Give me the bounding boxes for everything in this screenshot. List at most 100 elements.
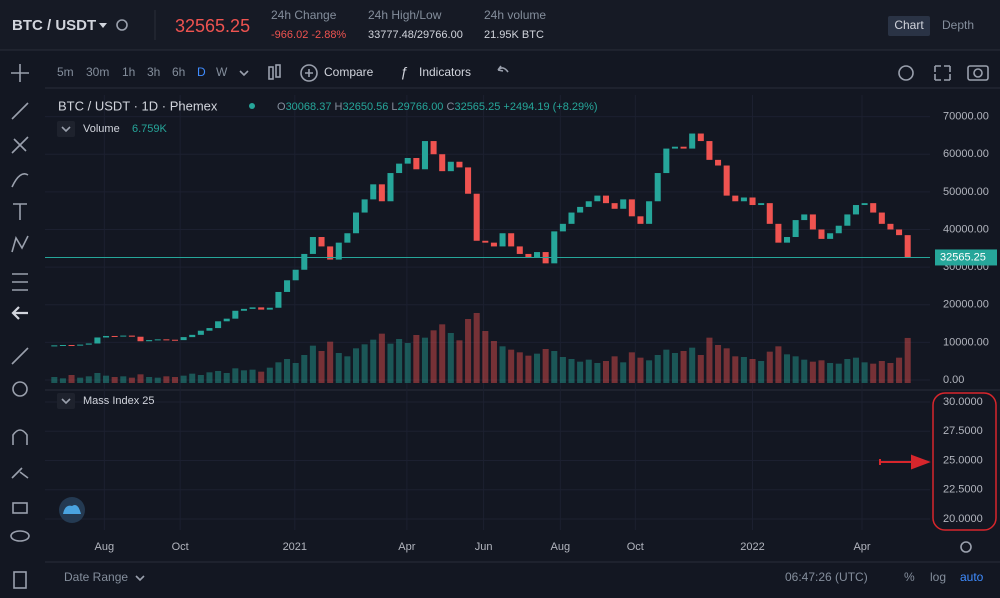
- candle-body: [809, 214, 816, 230]
- volume-bar: [534, 353, 541, 383]
- candle-body: [783, 237, 791, 243]
- last-price: 32565.25: [175, 16, 250, 36]
- candle-body: [387, 173, 394, 202]
- volume-bar: [120, 376, 127, 383]
- candle-body: [258, 307, 265, 310]
- back-tool[interactable]: [11, 306, 28, 320]
- interval[interactable]: 5m: [57, 65, 74, 79]
- candle-body: [689, 133, 696, 149]
- date-range[interactable]: Date Range: [64, 570, 128, 584]
- pattern-tool[interactable]: [11, 235, 29, 253]
- candle-body: [327, 246, 334, 260]
- candle-type-icon[interactable]: [268, 66, 274, 80]
- interval[interactable]: W: [216, 65, 228, 79]
- trendline-tool[interactable]: [11, 102, 29, 120]
- volume-bar: [327, 341, 334, 383]
- pair-dropdown[interactable]: [99, 23, 107, 28]
- volume-bar: [275, 362, 282, 383]
- volume-bar: [490, 341, 497, 383]
- fullscreen-icon[interactable]: [934, 65, 951, 81]
- indicators-button[interactable]: Indicators: [419, 65, 471, 79]
- volume-bar: [870, 363, 877, 383]
- delete-tool[interactable]: [13, 571, 27, 589]
- interval-dropdown[interactable]: [239, 70, 249, 77]
- candle-body: [516, 246, 523, 254]
- candle-body: [715, 159, 722, 166]
- magnet-tool[interactable]: [12, 429, 28, 445]
- candle-type-icon[interactable]: [275, 64, 281, 78]
- interval[interactable]: 1h: [122, 65, 135, 79]
- volume-bar: [577, 361, 584, 383]
- compare-icon[interactable]: [305, 69, 313, 77]
- prediction-tool[interactable]: [12, 273, 28, 291]
- volume-bar: [827, 363, 834, 383]
- pair[interactable]: BTC / USDT: [12, 17, 96, 34]
- candle-body: [396, 163, 403, 174]
- indicators-icon[interactable]: ƒ: [400, 64, 408, 80]
- chart-panes: 0.0010000.0020000.0030000.0040000.005000…: [45, 95, 1000, 553]
- volume-bar: [706, 337, 713, 383]
- scale-option[interactable]: %: [904, 570, 915, 584]
- settings-icon[interactable]: [898, 65, 914, 81]
- undo-icon[interactable]: [497, 65, 509, 73]
- interval-active[interactable]: D: [197, 65, 206, 79]
- candle-body: [628, 199, 635, 217]
- collapse-button[interactable]: [57, 121, 75, 137]
- scale-option[interactable]: log: [930, 570, 946, 584]
- brush-tool[interactable]: [11, 173, 29, 188]
- candle-body: [740, 197, 747, 202]
- volume-bar: [258, 371, 265, 383]
- volume-bar: [594, 363, 601, 383]
- text-tool[interactable]: [13, 203, 27, 220]
- volume-bar: [766, 351, 773, 383]
- y-tick-label: 40000.00: [943, 223, 989, 235]
- tab-active[interactable]: [888, 16, 930, 36]
- lock-tool[interactable]: [12, 502, 28, 514]
- favorite-icon[interactable]: [116, 19, 128, 31]
- stat-label: 24h Change: [271, 8, 337, 22]
- candle-body: [292, 269, 299, 281]
- candle-body: [352, 212, 360, 234]
- volume-bar: [792, 356, 799, 383]
- candle-body: [154, 339, 161, 341]
- zoom-tool[interactable]: [12, 381, 28, 397]
- candle-body: [456, 161, 463, 168]
- candle-body: [827, 233, 834, 239]
- candle-body: [852, 205, 859, 215]
- interval[interactable]: 6h: [172, 65, 185, 79]
- volume-bar: [835, 363, 842, 383]
- candle-body: [206, 328, 213, 331]
- fib-tool[interactable]: [11, 136, 29, 154]
- volume-bar: [801, 359, 808, 383]
- axis-settings[interactable]: [960, 541, 972, 553]
- volume-bar: [775, 346, 782, 383]
- volume-bar: [309, 345, 316, 383]
- tab[interactable]: Chart: [894, 18, 924, 32]
- x-tick-label: Jun: [475, 541, 493, 553]
- scale-option-active[interactable]: auto: [960, 570, 984, 584]
- measure-tool[interactable]: [11, 347, 29, 365]
- interval-bar: 5m 30m 1h 3h 6h D W Compare ƒ Indicators: [57, 64, 989, 82]
- interval[interactable]: 3h: [147, 65, 160, 79]
- compare-icon[interactable]: [300, 64, 318, 82]
- collapse-button[interactable]: [57, 393, 75, 409]
- candle-body: [103, 335, 110, 338]
- volume-bar: [844, 359, 851, 383]
- date-range-dropdown[interactable]: [135, 575, 145, 582]
- candle-body: [94, 337, 101, 344]
- candle-body: [654, 173, 661, 202]
- lock-drawings-tool[interactable]: [11, 467, 29, 479]
- visibility-tool[interactable]: [10, 530, 30, 542]
- interval[interactable]: 30m: [86, 65, 109, 79]
- compare-button[interactable]: Compare: [324, 65, 374, 79]
- crosshair-tool[interactable]: [11, 64, 29, 82]
- volume-bar: [215, 371, 222, 383]
- clock: 06:47:26 (UTC): [785, 570, 868, 584]
- x-tick-label: Apr: [398, 541, 415, 553]
- volume-bar: [809, 361, 816, 383]
- screenshot-icon[interactable]: [967, 65, 989, 81]
- candle-body: [146, 340, 153, 342]
- tab[interactable]: Depth: [942, 18, 974, 32]
- stat-value: -966.02 -2.88%: [271, 29, 346, 41]
- price-label-box: [935, 249, 997, 266]
